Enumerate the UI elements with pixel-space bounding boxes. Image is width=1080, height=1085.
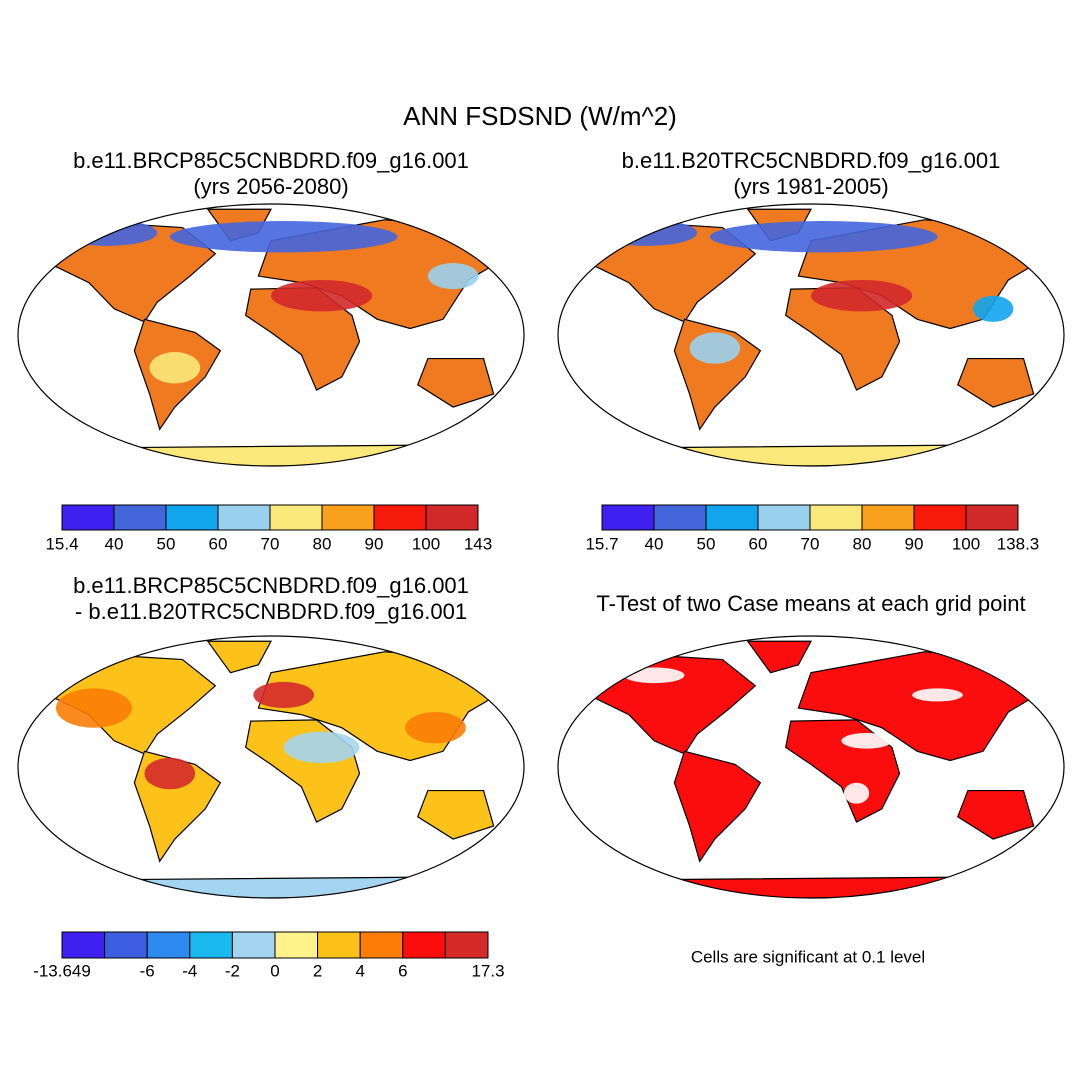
colorbar-box: [913, 504, 967, 531]
continent: [957, 789, 1035, 840]
colorbar-label: 40: [645, 534, 664, 553]
data-region: [427, 262, 479, 290]
colorbar-label: 6: [398, 961, 407, 980]
colorbar-label: 50: [697, 534, 716, 553]
map-frame: [557, 203, 1065, 467]
colorbar-box: [653, 504, 707, 531]
colorbar-box: [373, 504, 427, 531]
colorbar-label: 2: [313, 961, 322, 980]
panel-title: T-Test of two Case means at each grid po…: [596, 591, 1025, 616]
colorbar-box: [231, 931, 276, 959]
colorbar-box: [402, 931, 446, 959]
continent: [206, 640, 273, 674]
colorbar-label: -4: [182, 961, 197, 980]
colorbar-box: [274, 931, 319, 959]
data-region: [271, 279, 373, 312]
colorbar-label: 90: [365, 534, 384, 553]
panel-note: Cells are significant at 0.1 level: [691, 947, 925, 966]
panel-title: (yrs 2056-2080): [193, 174, 348, 199]
colorbar-label: 60: [209, 534, 228, 553]
colorbar-label: 80: [313, 534, 332, 553]
colorbar-box: [321, 504, 375, 531]
continent: [582, 223, 757, 323]
continent: [797, 651, 1045, 762]
colorbar-box: [104, 931, 148, 959]
panel-title: (yrs 1981-2005): [733, 174, 888, 199]
data-region: [405, 711, 466, 744]
continent: [673, 750, 762, 863]
colorbar-label: -2: [225, 961, 240, 980]
data-region: [972, 295, 1014, 322]
data-region: [843, 782, 870, 804]
data-region: [149, 352, 201, 384]
colorbar-label: -6: [140, 961, 155, 980]
colorbar-box: [861, 504, 915, 531]
colorbar-label: -13.649: [33, 961, 91, 980]
panel-title: - b.e11.B20TRC5CNBDRD.f09_g16.001: [75, 599, 467, 624]
data-region: [253, 681, 315, 709]
panel-title: b.e11.BRCP85C5CNBDRD.f09_g16.001: [73, 573, 469, 598]
colorbar-box: [757, 504, 811, 531]
data-region: [811, 279, 913, 312]
colorbar-box: [61, 504, 115, 531]
data-region: [283, 731, 360, 764]
colorbar-box: [61, 931, 106, 959]
continent: [582, 655, 757, 755]
colorbar-box: [269, 504, 323, 531]
colorbar-label: 15.7: [585, 534, 618, 553]
colorbar-label: 17.3: [471, 961, 504, 980]
colorbar-box: [317, 931, 361, 959]
colorbar-label: 80: [853, 534, 872, 553]
data-region: [144, 757, 196, 790]
map-frame: [17, 635, 525, 899]
colorbar-label: 90: [905, 534, 924, 553]
data-region: [841, 732, 892, 749]
colorbar-label: 70: [801, 534, 820, 553]
continent: [417, 789, 495, 840]
continent: [957, 357, 1035, 408]
colorbar-label: 70: [261, 534, 280, 553]
colorbar-label: 50: [157, 534, 176, 553]
colorbar-label: 0: [270, 961, 279, 980]
data-region: [709, 221, 938, 253]
colorbar-box: [705, 504, 759, 531]
data-region: [169, 221, 398, 253]
map: [582, 208, 1045, 466]
data-region: [912, 688, 963, 702]
colorbar-box: [601, 504, 655, 531]
colorbar-box: [425, 504, 479, 531]
colorbar-box: [189, 931, 233, 959]
colorbar-box: [965, 504, 1019, 531]
panel-title: b.e11.BRCP85C5CNBDRD.f09_g16.001: [73, 148, 469, 173]
colorbar-box: [359, 931, 404, 959]
colorbar-label: 60: [749, 534, 768, 553]
colorbar-box: [444, 931, 489, 959]
data-region: [55, 688, 132, 728]
map: [42, 208, 505, 466]
map: [582, 640, 1045, 898]
colorbar-label: 15.4: [45, 534, 78, 553]
map-frame: [17, 203, 525, 467]
map-frame: [557, 635, 1065, 899]
continent: [417, 357, 495, 408]
continent: [42, 223, 217, 323]
colorbar-label: 40: [105, 534, 124, 553]
figure-title: ANN FSDSND (W/m^2): [403, 101, 677, 131]
colorbar-box: [146, 931, 191, 959]
continent: [746, 640, 813, 674]
colorbar-box: [217, 504, 271, 531]
colorbar-label: 138.3: [997, 534, 1040, 553]
colorbar-box: [113, 504, 167, 531]
colorbar-label: 143: [464, 534, 492, 553]
colorbar-label: 100: [952, 534, 980, 553]
panel-title: b.e11.B20TRC5CNBDRD.f09_g16.001: [622, 148, 1001, 173]
colorbar-box: [165, 504, 219, 531]
colorbar-label: 4: [355, 961, 364, 980]
data-region: [689, 332, 741, 364]
colorbar-box: [809, 504, 863, 531]
colorbar-label: 100: [412, 534, 440, 553]
